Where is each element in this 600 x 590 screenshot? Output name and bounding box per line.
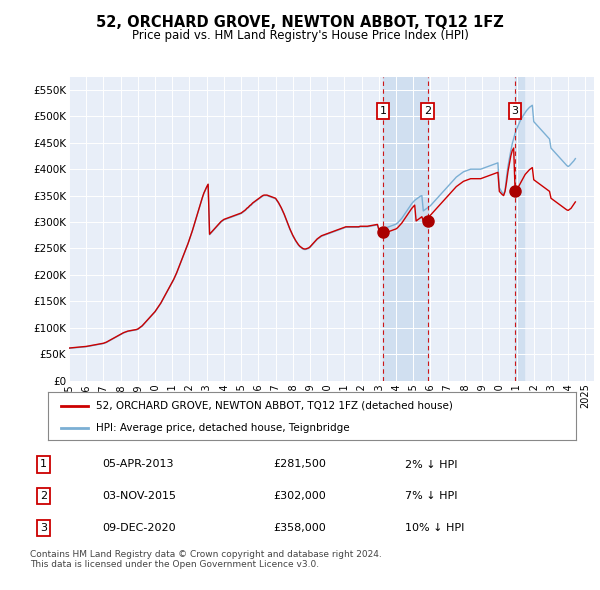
Text: £358,000: £358,000 (273, 523, 326, 533)
Bar (515, 77, 524, 381)
Text: 03-NOV-2015: 03-NOV-2015 (102, 491, 176, 501)
Bar (383, 77, 428, 381)
Text: 09-DEC-2020: 09-DEC-2020 (102, 523, 175, 533)
Text: 2: 2 (40, 491, 47, 501)
Text: Contains HM Land Registry data © Crown copyright and database right 2024.
This d: Contains HM Land Registry data © Crown c… (30, 550, 382, 569)
Text: 1: 1 (40, 460, 47, 470)
Text: 52, ORCHARD GROVE, NEWTON ABBOT, TQ12 1FZ: 52, ORCHARD GROVE, NEWTON ABBOT, TQ12 1F… (96, 15, 504, 30)
Text: 52, ORCHARD GROVE, NEWTON ABBOT, TQ12 1FZ (detached house): 52, ORCHARD GROVE, NEWTON ABBOT, TQ12 1F… (95, 401, 452, 411)
Text: 7% ↓ HPI: 7% ↓ HPI (406, 491, 458, 501)
Text: 05-APR-2013: 05-APR-2013 (102, 460, 173, 470)
Text: Price paid vs. HM Land Registry's House Price Index (HPI): Price paid vs. HM Land Registry's House … (131, 30, 469, 42)
Text: 2% ↓ HPI: 2% ↓ HPI (406, 460, 458, 470)
Text: 2: 2 (424, 106, 431, 116)
Text: 10% ↓ HPI: 10% ↓ HPI (406, 523, 465, 533)
Text: 1: 1 (380, 106, 386, 116)
Text: HPI: Average price, detached house, Teignbridge: HPI: Average price, detached house, Teig… (95, 423, 349, 432)
Text: 3: 3 (40, 523, 47, 533)
Text: £302,000: £302,000 (273, 491, 326, 501)
Text: £281,500: £281,500 (273, 460, 326, 470)
Text: 3: 3 (512, 106, 518, 116)
